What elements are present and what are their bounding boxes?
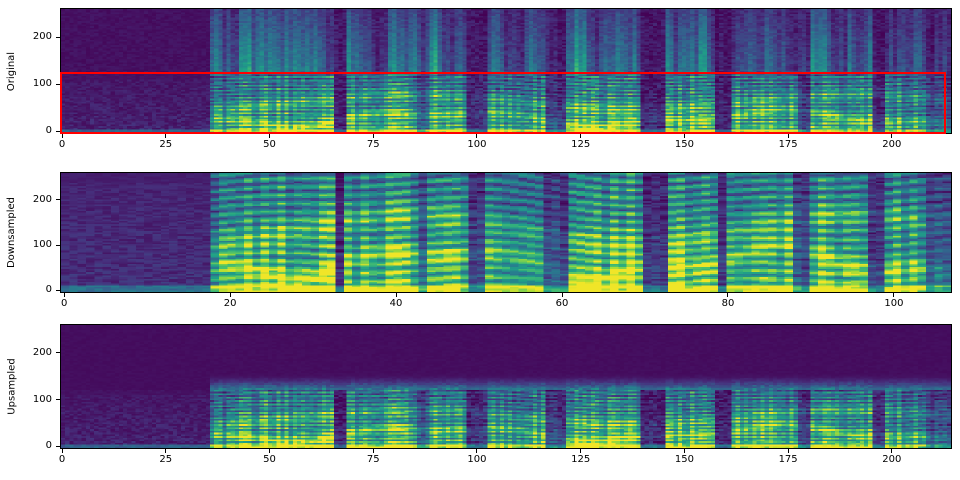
spectrogram-image-original (61, 9, 951, 133)
x-tick-label: 25 (159, 139, 173, 150)
spectrogram-image-upsampled (61, 325, 951, 448)
x-tick-label: 50 (263, 139, 276, 150)
x-tick (683, 134, 685, 138)
x-tick (229, 293, 231, 297)
y-axis-title-downsampled: Downsampled (3, 172, 21, 293)
x-tick (63, 293, 65, 297)
y-tick (56, 83, 60, 85)
x-tick (372, 449, 374, 453)
x-tick (727, 293, 729, 297)
x-tick-label: 100 (467, 454, 487, 465)
x-tick (891, 449, 893, 453)
x-tick-label: 150 (674, 139, 694, 150)
x-tick (165, 134, 167, 138)
x-tick-label: 175 (778, 139, 798, 150)
x-tick-label: 0 (58, 454, 66, 465)
x-tick (683, 449, 685, 453)
plot-area-downsampled (60, 172, 952, 293)
plot-area-upsampled (60, 324, 952, 449)
x-tick (61, 134, 63, 138)
x-tick-label: 40 (389, 298, 403, 309)
x-tick-label: 25 (159, 454, 173, 465)
x-tick-label: 75 (366, 454, 380, 465)
x-tick (561, 293, 563, 297)
y-tick-label: 0 (45, 125, 52, 137)
y-tick-label: 0 (45, 284, 52, 296)
x-tick (165, 449, 167, 453)
x-tick (269, 134, 271, 138)
y-axis-title-original: Original (3, 8, 21, 134)
y-tick (56, 352, 60, 354)
y-tick (56, 445, 60, 447)
x-tick (269, 449, 271, 453)
y-tick-label: 200 (32, 31, 52, 43)
y-tick (56, 199, 60, 201)
x-tick-label: 0 (58, 139, 66, 150)
x-tick-label: 50 (263, 454, 276, 465)
y-axis-title-upsampled: Upsampled (3, 324, 21, 449)
y-tick (56, 399, 60, 401)
y-tick-label: 100 (32, 239, 52, 251)
x-tick (372, 134, 374, 138)
x-tick-label: 0 (60, 298, 68, 309)
y-tick-label: 0 (45, 440, 52, 452)
x-tick-label: 175 (778, 454, 798, 465)
y-tick (56, 36, 60, 38)
x-tick-label: 80 (721, 298, 735, 309)
x-tick-label: 100 (467, 139, 487, 150)
x-tick-label: 125 (571, 139, 591, 150)
x-tick (476, 449, 478, 453)
x-tick (476, 134, 478, 138)
y-tick (56, 289, 60, 291)
plot-area-original (60, 8, 952, 135)
spectrogram-image-downsampled (61, 173, 951, 292)
y-tick (56, 130, 60, 132)
y-axis-title-upsampled-text: Upsampled (6, 358, 18, 415)
y-tick-label: 100 (32, 78, 52, 90)
x-tick-label: 75 (366, 139, 380, 150)
y-tick-label: 200 (32, 346, 52, 358)
x-tick-label: 150 (674, 454, 694, 465)
x-tick (893, 293, 895, 297)
x-tick (787, 134, 789, 138)
y-tick (56, 244, 60, 246)
x-tick (395, 293, 397, 297)
x-tick (580, 449, 582, 453)
x-tick-label: 20 (223, 298, 237, 309)
x-tick (61, 449, 63, 453)
y-tick-label: 100 (32, 393, 52, 405)
y-axis-title-downsampled-text: Downsampled (6, 196, 18, 269)
x-tick (891, 134, 893, 138)
x-tick (580, 134, 582, 138)
x-tick-label: 125 (571, 454, 591, 465)
x-tick-label: 200 (882, 454, 902, 465)
x-tick-label: 200 (882, 139, 902, 150)
y-tick-label: 200 (32, 193, 52, 205)
x-tick (787, 449, 789, 453)
x-tick-label: 100 (884, 298, 904, 309)
x-tick-label: 60 (555, 298, 569, 309)
